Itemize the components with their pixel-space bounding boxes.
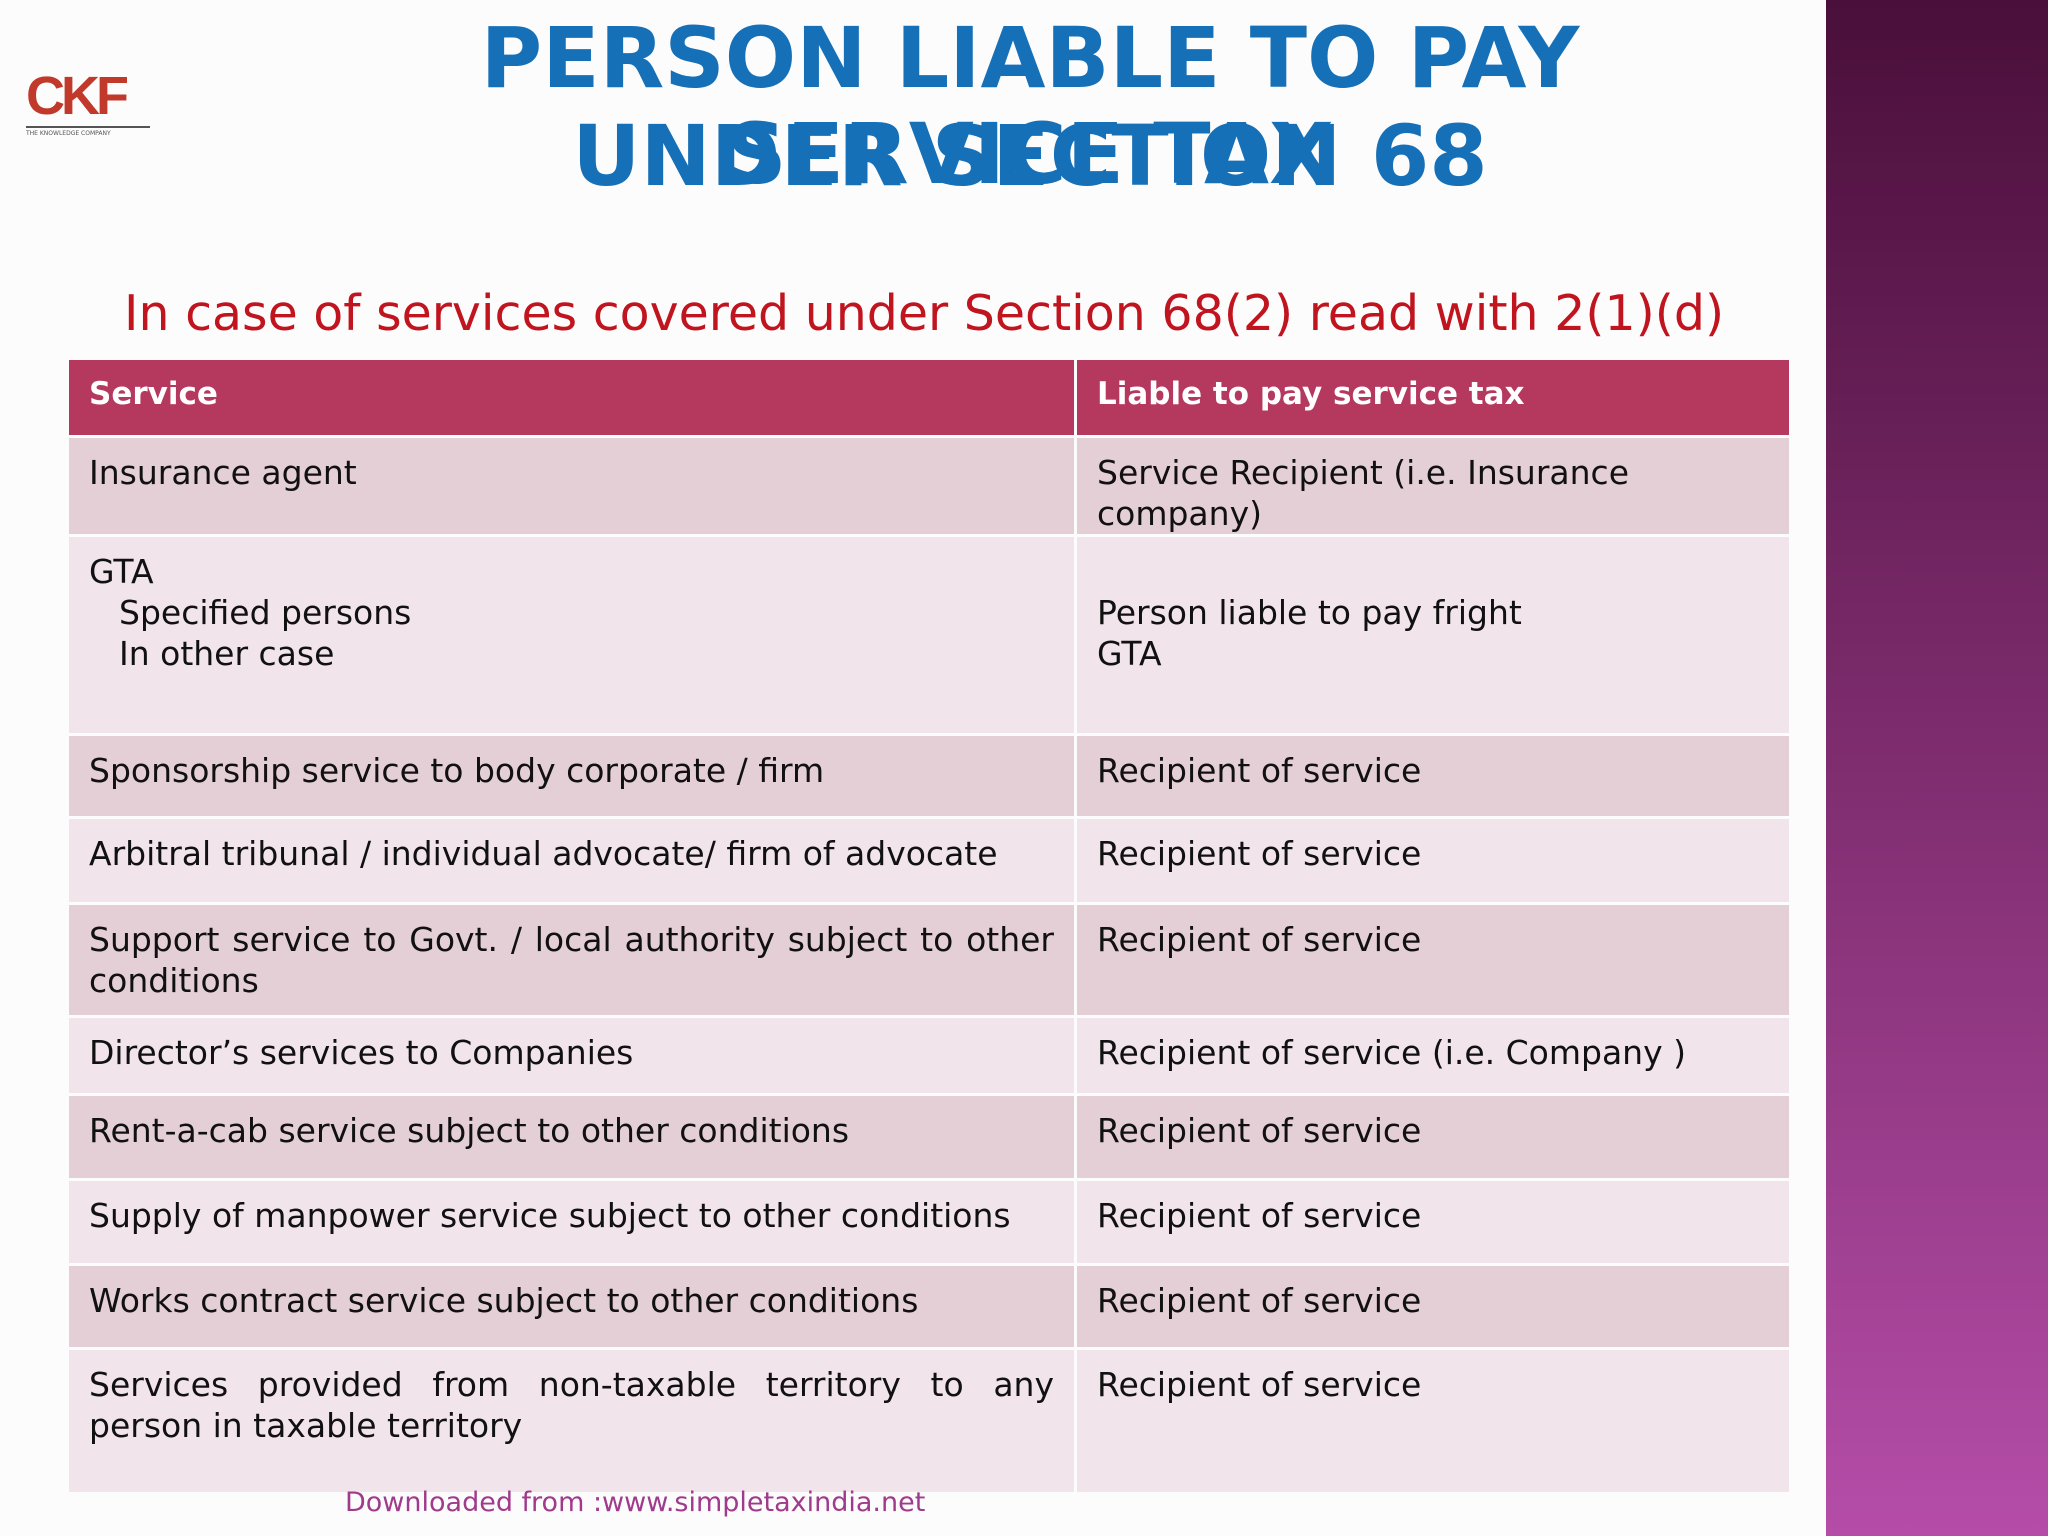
cell-line: Recipient of service (i.e. Company ): [1097, 1033, 1686, 1072]
table-cell: Recipient of service: [1077, 736, 1789, 816]
table-cell: GTA Specified persons In other case: [69, 537, 1074, 733]
title-line: PERSON LIABLE TO PAY SERVICE TAX: [480, 9, 1580, 203]
cell-line: Rent-a-cab service subject to other cond…: [89, 1111, 850, 1150]
table-cell: Recipient of service: [1077, 1350, 1789, 1492]
logo: CKF THE KNOWLEDGE COMPANY: [26, 66, 150, 137]
cell-line: In other case: [119, 634, 335, 673]
table-row: Support service to Govt. / local authori…: [69, 905, 1789, 1015]
cell-line: GTA: [89, 552, 154, 591]
subtitle: In case of services covered under Sectio…: [124, 285, 1725, 342]
header-row: Service Liable to pay service tax: [69, 360, 1789, 435]
side-band: [1826, 0, 2048, 1536]
table-cell: Works contract service subject to other …: [69, 1266, 1074, 1347]
header-cell: Liable to pay service tax: [1077, 360, 1789, 435]
table-cell: Recipient of service (i.e. Company ): [1077, 1018, 1789, 1093]
table-row: GTA Specified persons In other case Person …: [69, 537, 1789, 733]
cell-line: Person liable to pay fright: [1097, 593, 1522, 632]
cell-line: Support service to Govt. / local authori…: [89, 920, 1054, 1000]
table: Service Liable to pay service tax Insuranc…: [66, 357, 1792, 1495]
cell-line: Recipient of service: [1097, 1365, 1422, 1404]
table-row: Rent-a-cab service subject to other cond…: [69, 1096, 1789, 1178]
table-cell: Recipient of service: [1077, 1266, 1789, 1347]
logo-tagline: THE KNOWLEDGE COMPANY: [26, 126, 150, 137]
table-cell: Sponsorship service to body corporate / …: [69, 736, 1074, 816]
table-cell: Director’s services to Companies: [69, 1018, 1074, 1093]
table-row: Supply of manpower service subject to ot…: [69, 1181, 1789, 1263]
table-cell: Services provided from non-taxable terri…: [69, 1350, 1074, 1492]
table-cell: Recipient of service: [1077, 819, 1789, 902]
cell-line: Recipient of service: [1097, 920, 1422, 959]
cell-line: Specified persons: [119, 593, 412, 632]
cell-line: Arbitral tribunal / individual advocate/…: [89, 834, 998, 873]
cell-line: Supply of manpower service subject to ot…: [89, 1196, 1011, 1235]
table-cell: Person liable to pay fright GTA: [1077, 537, 1789, 733]
table-cell: Rent-a-cab service subject to other cond…: [69, 1096, 1074, 1178]
table-row: Sponsorship service to body corporate / …: [69, 736, 1789, 816]
table-row: Insurance agent Service Recipient (i.e. I…: [69, 438, 1789, 534]
logo-text: CKF: [26, 66, 129, 126]
table-cell: Insurance agent: [69, 438, 1074, 534]
cell-line: Director’s services to Companies: [89, 1033, 634, 1072]
cell-line: Recipient of service: [1097, 1111, 1422, 1150]
table-cell: Recipient of service: [1077, 1181, 1789, 1263]
title-line: UNDER SECTION 68: [572, 107, 1488, 205]
table-row: Director’s services to Companies Recipien…: [69, 1018, 1789, 1093]
cell-line: Sponsorship service to body corporate / …: [89, 751, 825, 790]
table-cell: Support service to Govt. / local authori…: [69, 905, 1074, 1015]
table-row: Works contract service subject to other …: [69, 1266, 1789, 1347]
cell-line: Service Recipient (i.e. Insurance compan…: [1097, 453, 1629, 533]
table-cell: Recipient of service: [1077, 905, 1789, 1015]
table-cell: Recipient of service: [1077, 1096, 1789, 1178]
header-cell: Service: [69, 360, 1074, 435]
cell-line: Recipient of service: [1097, 1196, 1422, 1235]
cell-line: Recipient of service: [1097, 1281, 1422, 1320]
cell-line: Recipient of service: [1097, 834, 1422, 873]
footer: Downloaded from :www.simpletaxindia.net: [345, 1487, 926, 1518]
table-row: Services provided from non-taxable terri…: [69, 1350, 1789, 1492]
table-row: Arbitral tribunal / individual advocate/…: [69, 819, 1789, 902]
table-cell: Supply of manpower service subject to ot…: [69, 1181, 1074, 1263]
cell-line: Recipient of service: [1097, 751, 1422, 790]
table-cell: Arbitral tribunal / individual advocate/…: [69, 819, 1074, 902]
cell-line: Insurance agent: [89, 453, 357, 492]
cell-line: GTA: [1097, 634, 1162, 673]
cell-line: Works contract service subject to other …: [89, 1281, 919, 1320]
table-cell: Service Recipient (i.e. Insurance compan…: [1077, 438, 1789, 534]
cell-line: Services provided from non-taxable terri…: [89, 1365, 1054, 1445]
